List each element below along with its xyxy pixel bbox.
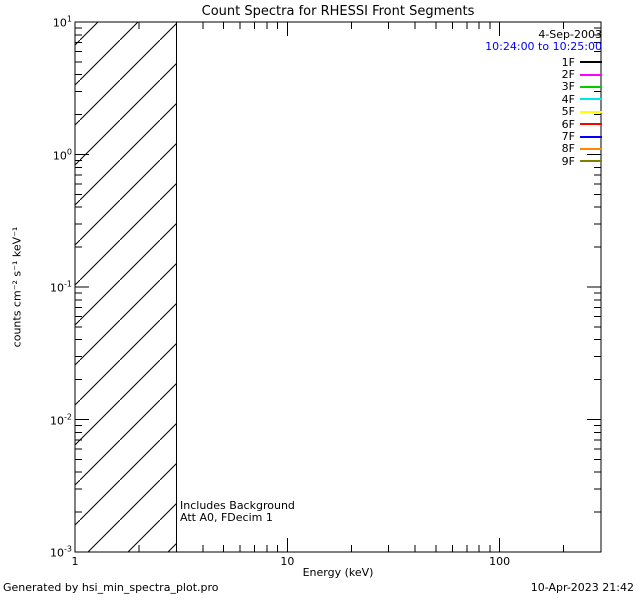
legend-entry-label: 6F	[561, 117, 575, 131]
legend-entry-color-line	[580, 160, 602, 163]
legend-entry: 5F	[485, 105, 602, 119]
x-tick-label: 1	[71, 555, 79, 568]
legend-entry-label: 2F	[561, 68, 575, 82]
legend-entry-color-line	[580, 110, 602, 113]
hatched-region	[75, 22, 177, 552]
legend-date: 4-Sep-2003	[538, 28, 602, 41]
legend-entry-label: 5F	[561, 105, 575, 119]
legend-entry-label: 4F	[561, 92, 575, 106]
legend-entry-label: 7F	[561, 130, 575, 144]
y-tick-label: 10-2	[50, 412, 72, 427]
legend-entry-color-line	[580, 135, 602, 138]
legend-entry-color-line	[580, 85, 602, 88]
legend-entry: 1F	[485, 55, 602, 69]
legend-entry-label: 3F	[561, 80, 575, 94]
legend-entry: 6F	[485, 117, 602, 131]
y-tick-label: 101	[52, 14, 72, 30]
legend-time-range: 10:24:00 to 10:25:00	[485, 40, 602, 53]
legend-entry: 3F	[485, 80, 602, 94]
y-tick-label: 100	[52, 147, 72, 162]
legend-entry-label: 1F	[561, 55, 575, 69]
legend-entry: 2F	[485, 68, 602, 82]
x-tick-label: 100	[489, 555, 511, 568]
legend-entry-label: 9F	[561, 154, 575, 168]
legend-entry-color-line	[580, 73, 602, 76]
y-axis-label: counts cm⁻² s⁻¹ keV⁻¹	[10, 226, 24, 348]
legend-entry: 8F	[485, 142, 602, 156]
annotation-attenuator-state: Att A0, FDecim 1	[180, 511, 273, 524]
x-tick-label: 10	[280, 555, 295, 568]
legend-entry-color-line	[580, 123, 602, 126]
legend-entry: 7F	[485, 130, 602, 144]
annotation-includes-background: Includes Background	[180, 499, 295, 512]
legend-entry-color-line	[580, 147, 602, 150]
y-tick-label: 10-3	[50, 544, 72, 560]
footer-generator: Generated by hsi_min_spectra_plot.pro	[3, 581, 219, 594]
legend-entry: 9F	[485, 154, 602, 168]
legend-entry-label: 8F	[561, 142, 575, 156]
legend-entry-color-line	[580, 98, 602, 101]
legend: 4-Sep-2003 10:24:00 to 10:25:00 1F 2F 3F 4F…	[485, 29, 602, 168]
y-tick-label: 10-1	[50, 279, 72, 295]
legend-entry: 4F	[485, 92, 602, 106]
x-axis-label: Energy (keV)	[302, 566, 374, 579]
chart-title: Count Spectra for RHESSI Front Segments	[201, 4, 475, 19]
legend-entries: 1F 2F 3F 4F 5F 6F 7F 8F 9F	[485, 56, 602, 168]
legend-entry-color-line	[580, 61, 602, 64]
footer-timestamp: 10-Apr-2023 21:42	[530, 581, 634, 594]
